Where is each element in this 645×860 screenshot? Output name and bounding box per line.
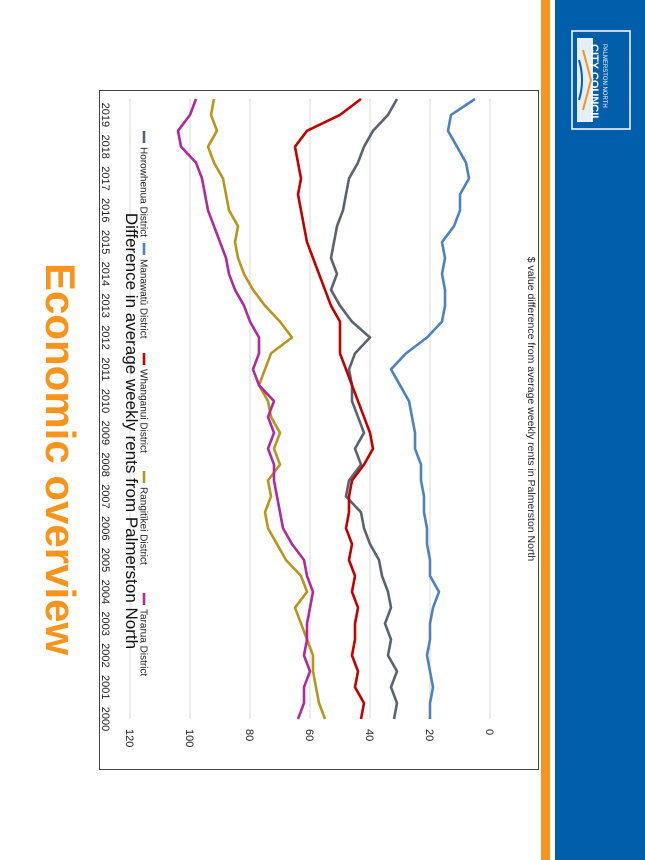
- y-tick-label: 80: [243, 729, 255, 741]
- x-tick-label: 2000: [100, 707, 111, 731]
- series-line: [176, 98, 315, 720]
- gridlines: [129, 99, 491, 719]
- chart-frame: 0 20 40 60 80 100 120 2000 2001 2002 2003 2004 2005 2…: [99, 90, 539, 770]
- x-tick-label: 2018: [100, 134, 111, 158]
- y-tick-label: 40: [363, 729, 375, 741]
- chart-header: Difference in average weekly rents from …: [122, 131, 149, 676]
- x-tick-label: 2002: [100, 643, 111, 667]
- logo-mark-icon: [577, 38, 593, 122]
- series-line: [329, 98, 399, 720]
- x-tick-label: 2016: [100, 198, 111, 222]
- chart-title: Difference in average weekly rents from …: [122, 213, 141, 649]
- x-tick-label: 2014: [100, 262, 111, 286]
- legend-entry: Rangitīkei District: [138, 487, 149, 565]
- y-tick-label: 120: [123, 729, 135, 747]
- side-band: [555, 0, 645, 860]
- y-tick-label: 20: [423, 729, 435, 741]
- slide-title: Economic overview: [37, 263, 84, 656]
- legend-entry: Manawatū District: [138, 259, 149, 339]
- x-tick-label: 2003: [100, 611, 111, 635]
- y-axis-label: $ value difference from average weekly r…: [525, 257, 537, 562]
- x-tick-label: 2001: [100, 675, 111, 699]
- x-tick-label: 2013: [100, 293, 111, 317]
- x-tick-label: 2006: [100, 516, 111, 540]
- series-line: [389, 97, 476, 719]
- city-council-logo: PALMERSTON NORTH CITY COUNCIL: [571, 30, 631, 130]
- x-tick-label: 2017: [100, 166, 111, 190]
- y-tick-label: 0: [483, 729, 495, 735]
- x-tick-label: 2011: [100, 357, 111, 381]
- x-tick-label: 2005: [100, 548, 111, 572]
- series-line: [206, 98, 327, 720]
- y-tick-label: 60: [303, 729, 315, 741]
- x-tick-label: 2007: [100, 484, 111, 508]
- legend-entry: Whanganui District: [138, 369, 149, 453]
- legend-entry: Tararua District: [138, 609, 149, 676]
- legend-entry: Horowhenua District: [138, 147, 149, 237]
- x-tick-label: 2004: [100, 580, 111, 604]
- x-tick-label: 2009: [100, 421, 111, 445]
- x-tick-label: 2019: [100, 103, 111, 127]
- rent-difference-chart: 0 20 40 60 80 100 120 2000 2001 2002 2003 2004 2005 2…: [100, 97, 537, 747]
- x-tick-label: 2010: [100, 389, 111, 413]
- logo-line-1: PALMERSTON NORTH: [601, 44, 607, 108]
- x-tick-label: 2012: [100, 325, 111, 349]
- x-tick-label: 2015: [100, 230, 111, 254]
- series-line: [293, 97, 375, 720]
- accent-stripe: [541, 0, 550, 860]
- x-tick-label: 2008: [100, 452, 111, 476]
- y-tick-label: 100: [183, 729, 195, 747]
